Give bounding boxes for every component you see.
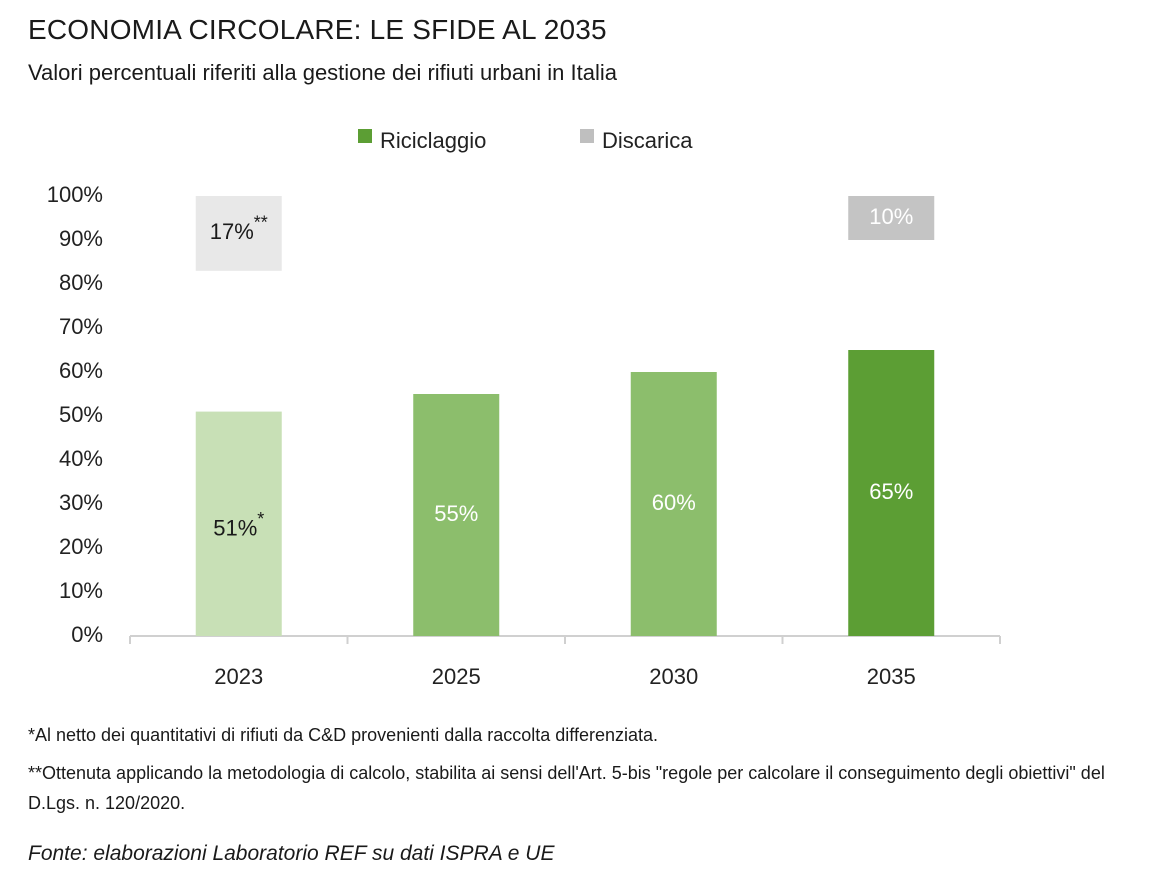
bar-riciclaggio-2025	[413, 394, 500, 636]
bar-riciclaggio-2030	[630, 372, 717, 636]
chart-title: ECONOMIA CIRCOLARE: LE SFIDE AL 2035	[28, 14, 607, 45]
y-tick-label: 30%	[59, 490, 103, 515]
chart-subtitle: Valori percentuali riferiti alla gestion…	[28, 60, 618, 85]
y-tick-label: 100%	[47, 182, 103, 207]
bar-riciclaggio-2035	[848, 350, 935, 636]
y-tick-label: 10%	[59, 578, 103, 603]
data-label-riciclaggio-2035: 65%	[869, 479, 913, 504]
legend-swatch-discarica	[580, 129, 594, 143]
y-tick-label: 50%	[59, 402, 103, 427]
bar-discarica-2035	[848, 196, 935, 240]
data-label-discarica-2035: 10%	[869, 204, 913, 229]
footnote-2: **Ottenuta applicando la metodologia di …	[28, 763, 1105, 813]
bar-riciclaggio-2023	[195, 411, 282, 636]
data-label-riciclaggio-2030: 60%	[652, 490, 696, 515]
y-tick-label: 60%	[59, 358, 103, 383]
legend-swatch-riciclaggio	[358, 129, 372, 143]
bar-chart: Riciclaggio Discarica 0% 10% 20% 30% 40% 50% 60%…	[47, 128, 1001, 689]
y-tick-label: 90%	[59, 226, 103, 251]
legend-label-riciclaggio: Riciclaggio	[380, 128, 486, 153]
footnote-marker: **	[254, 212, 268, 232]
source-note: Fonte: elaborazioni Laboratorio REF su d…	[28, 842, 555, 865]
footnote-marker: *	[257, 509, 264, 529]
y-tick-label: 80%	[59, 270, 103, 295]
data-label-riciclaggio-2025: 55%	[434, 501, 478, 526]
x-category-label: 2025	[432, 664, 481, 689]
legend: Riciclaggio Discarica	[358, 128, 693, 153]
x-category-label: 2023	[214, 664, 263, 689]
y-tick-label: 20%	[59, 534, 103, 559]
y-tick-label: 70%	[59, 314, 103, 339]
x-category-label: 2035	[867, 664, 916, 689]
y-tick-label: 40%	[59, 446, 103, 471]
legend-label-discarica: Discarica	[602, 128, 693, 153]
bar-discarica-2023	[195, 196, 282, 271]
y-tick-label: 0%	[71, 622, 103, 647]
x-category-label: 2030	[649, 664, 698, 689]
footnote-1: *Al netto dei quantitativi di rifiuti da…	[28, 725, 659, 745]
